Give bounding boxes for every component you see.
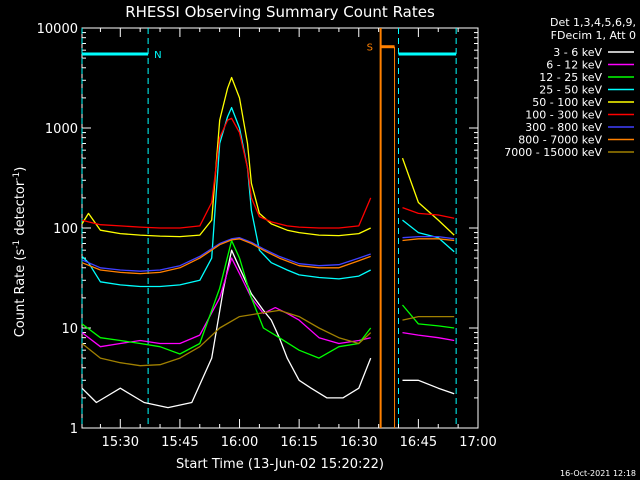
series-line-2-a (81, 257, 371, 348)
series-line-7-a (81, 237, 371, 272)
series-line-1-b (402, 379, 455, 395)
orbit-flags: NS (81, 28, 457, 428)
y-tick-label: 1 (70, 422, 78, 437)
y-axis-label-sup2: -1 (12, 172, 22, 181)
series-line-2-b (402, 331, 455, 342)
night-flag-label: N (154, 50, 161, 61)
legend-label-3: 12 - 25 keV (539, 71, 602, 84)
x-axis-label: Start Time (13-Jun-02 15:20:22) (176, 457, 384, 472)
footer-date: 16-Oct-2021 12:18 (560, 469, 636, 478)
y-tick-label: 100 (53, 222, 78, 237)
x-tick-label: 15:30 (102, 435, 139, 450)
series-line-7-b (402, 235, 455, 240)
x-axis: 15:30 15:45 16:00 16:15 16:30 16:45 17:00 (99, 28, 497, 450)
x-tick-label: 17:00 (459, 435, 496, 450)
y-tick-label: 10000 (37, 22, 78, 37)
y-axis-label-main: Count Rate (s (13, 249, 28, 338)
y-axis-label-sup1: -1 (12, 240, 22, 249)
series-line-8-a (81, 238, 371, 275)
x-tick-label: 16:45 (400, 435, 437, 450)
legend-header-line-2: FDecim 1, Att 0 (551, 29, 636, 42)
series-line-4-a (81, 106, 371, 288)
legend-label-1: 3 - 6 keV (553, 46, 602, 59)
legend-label-5: 50 - 100 keV (532, 96, 602, 109)
y-axis-label: Count Rate (s-1 detector-1) (12, 167, 28, 338)
y-axis-label-mid: detector (13, 180, 28, 240)
legend-label-2: 6 - 12 keV (546, 59, 602, 72)
series-line-6-b (402, 206, 455, 219)
series-line-5-a (81, 76, 371, 238)
saa-flag-label: S (367, 43, 373, 54)
series-line-1-a (81, 249, 372, 409)
series-line-3-b (402, 304, 455, 329)
legend-label-9: 7000 - 15000 keV (504, 146, 602, 159)
y-tick-label: 10 (61, 322, 78, 337)
x-tick-label: 16:15 (280, 435, 317, 450)
y-tick-label: 1000 (45, 122, 78, 137)
legend-label-6: 100 - 300 keV (525, 109, 602, 122)
series-line-6-a (81, 117, 372, 229)
x-tick-label: 16:30 (340, 435, 377, 450)
series-line-8-b (402, 238, 455, 242)
y-axis-label-end: ) (13, 167, 28, 172)
series-line-9-a (81, 309, 372, 367)
chart-title: RHESSI Observing Summary Count Rates (125, 3, 435, 21)
series-layer (81, 76, 455, 409)
y-axis: 1 10 100 1000 10000 (37, 22, 478, 437)
series-line-5-b (401, 157, 455, 236)
series-line-4-b (402, 219, 455, 253)
x-tick-label: 16:00 (221, 435, 258, 450)
legend: Det 1,3,4,5,6,9, FDecim 1, Att 0 3 - 6 k… (504, 16, 636, 159)
series-line-3-a (81, 239, 372, 359)
legend-header-line-1: Det 1,3,4,5,6,9, (550, 16, 636, 29)
legend-label-7: 300 - 800 keV (525, 121, 602, 134)
x-tick-label: 15:45 (161, 435, 198, 450)
legend-label-8: 800 - 7000 keV (518, 134, 602, 147)
legend-label-4: 25 - 50 keV (539, 84, 602, 97)
series-line-9-b (402, 315, 455, 321)
